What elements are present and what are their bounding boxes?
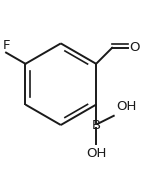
- Text: O: O: [129, 41, 139, 54]
- Text: OH: OH: [86, 147, 106, 160]
- Text: B: B: [92, 119, 101, 132]
- Text: OH: OH: [116, 100, 136, 113]
- Text: F: F: [2, 39, 10, 52]
